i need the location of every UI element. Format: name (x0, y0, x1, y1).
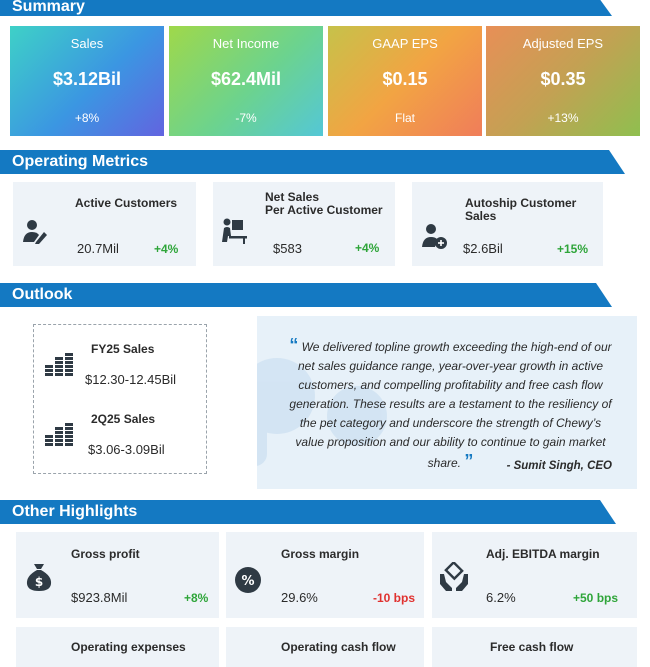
other-highlights-banner: Other Highlights (0, 500, 616, 524)
summary-banner: Summary (0, 0, 612, 16)
metric-title: Autoship Customer Sales (465, 196, 577, 223)
card-title: Adjusted EPS (522, 36, 604, 51)
highlight-change: +8% (184, 591, 209, 605)
card-title: GAAP EPS (372, 36, 438, 51)
highlight-title: Free cash flow (490, 640, 574, 654)
metric-card-active-customers: Active Customers 20.7Mil +4% (13, 182, 196, 266)
card-value: $3.12Bil (52, 69, 122, 89)
highlight-title: Gross profit (71, 547, 140, 561)
card-value: $0.15 (382, 69, 428, 89)
outlook-title: FY25 Sales (91, 342, 155, 356)
metric-change: +4% (355, 241, 380, 255)
highlight-card-free-cash-flow: Free cash flow (432, 627, 637, 667)
outlook-value: $12.30-12.45Bil (85, 372, 177, 387)
metric-value: $583 (273, 241, 302, 256)
highlight-title: Gross margin (281, 547, 360, 561)
outlook-heading: Outlook (12, 286, 73, 303)
outlook-title: 2Q25 Sales (91, 412, 156, 426)
highlight-value: $923.8Mil (71, 590, 128, 605)
hands-box-icon (438, 560, 470, 597)
metric-value: $2.6Bil (463, 241, 503, 256)
outlook-banner: Outlook (0, 283, 612, 307)
outlook-value: $3.06-3.09Bil (88, 442, 165, 457)
metric-title: Net Sales Per Active Customer (265, 191, 383, 217)
ceo-quote-box: “ We delivered topline growth exceeding … (257, 316, 637, 489)
money-bag-icon: $ (25, 562, 53, 597)
highlight-card-ebitda-margin: Adj. EBITDA margin 6.2% +50 bps (432, 532, 637, 618)
card-change: Flat (394, 111, 415, 125)
highlight-change: +50 bps (573, 591, 619, 605)
open-quote-mark: “ (289, 335, 299, 355)
highlight-title: Operating cash flow (281, 640, 396, 654)
svg-text:$: $ (35, 575, 43, 589)
quote-body: We delivered topline growth exceeding th… (289, 340, 612, 470)
summary-card-adjusted-eps: Adjusted EPS $0.35 +13% (486, 26, 640, 136)
coin-stacks-icon (44, 421, 76, 454)
desk-user-icon (219, 216, 249, 251)
quote-watermark-icon (257, 326, 427, 489)
highlight-title: Operating expenses (71, 640, 186, 654)
highlight-card-operating-cash-flow: Operating cash flow (226, 627, 424, 667)
highlight-card-operating-expenses: Operating expenses (16, 627, 219, 667)
card-change: -7% (235, 111, 257, 125)
user-edit-icon (22, 218, 48, 249)
highlight-card-gross-margin: % Gross margin 29.6% -10 bps (226, 532, 424, 618)
summary-card-net-income: Net Income $62.4Mil -7% (169, 26, 323, 136)
outlook-box: FY25 Sales $12.30-12.45Bil 2Q25 Sales $3… (33, 324, 207, 474)
card-change: +13% (547, 111, 579, 125)
metric-title-line2: Per Active Customer (265, 203, 383, 217)
card-title: Net Income (212, 36, 280, 51)
percent-icon: % (234, 566, 262, 599)
summary-card-sales: Sales $3.12Bil +8% (10, 26, 164, 136)
card-value: $62.4Mil (210, 69, 282, 89)
highlight-value: 6.2% (486, 590, 516, 605)
svg-text:%: % (241, 574, 254, 589)
summary-card-gaap-eps: GAAP EPS $0.15 Flat (328, 26, 482, 136)
card-change: +8% (74, 111, 100, 125)
metric-change: +4% (154, 242, 179, 256)
quote-text: “ We delivered topline growth exceeding … (284, 336, 617, 473)
highlight-value: 29.6% (281, 590, 318, 605)
close-quote-mark: ” (464, 451, 474, 471)
operating-metrics-banner: Operating Metrics (0, 150, 625, 174)
card-value: $0.35 (540, 69, 586, 89)
highlight-title: Adj. EBITDA margin (486, 547, 600, 561)
metric-change: +15% (557, 242, 589, 256)
metric-value: 20.7Mil (77, 241, 119, 256)
metric-card-autoship-sales: Autoship Customer Sales $2.6Bil +15% (412, 182, 603, 266)
highlight-card-gross-profit: $ Gross profit $923.8Mil +8% (16, 532, 219, 618)
other-highlights-heading: Other Highlights (12, 503, 138, 520)
operating-metrics-heading: Operating Metrics (12, 153, 149, 170)
highlight-change: -10 bps (373, 591, 416, 605)
quote-author: - Sumit Singh, CEO (506, 460, 612, 472)
summary-heading: Summary (12, 0, 85, 15)
coin-stacks-icon (44, 351, 76, 384)
metric-card-net-sales-per-customer: Net Sales Per Active Customer $583 +4% (213, 182, 395, 266)
user-add-icon (421, 222, 449, 255)
metric-title-line1: Net Sales (265, 190, 320, 204)
card-title: Sales (70, 36, 104, 51)
metric-title: Active Customers (75, 196, 178, 210)
